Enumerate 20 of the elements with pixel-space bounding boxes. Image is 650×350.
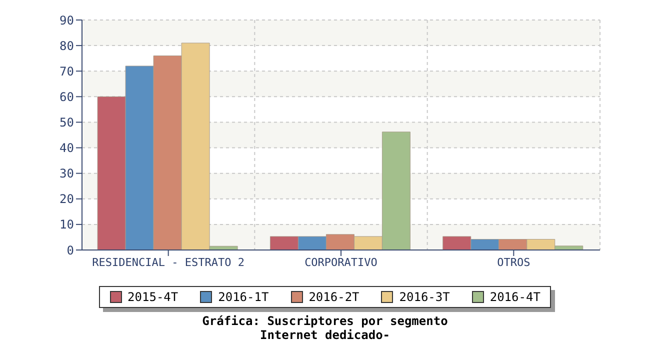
- y-tick-label: 20: [60, 192, 74, 206]
- x-tick-label: CORPORATIVO: [304, 256, 378, 269]
- legend-label: 2016-1T: [218, 290, 269, 304]
- y-tick-label: 30: [60, 166, 74, 181]
- y-tick-label: 50: [60, 115, 74, 130]
- legend-label: 2016-4T: [490, 290, 540, 304]
- y-tick-label: 80: [60, 38, 74, 53]
- y-tick-label: 60: [60, 90, 74, 104]
- text: Internet dedicado-: [258, 328, 392, 342]
- text: Gráfica: Suscriptores por segmento: [201, 314, 449, 328]
- y-tick-label: 10: [60, 218, 74, 232]
- x-tick-label: RESIDENCIAL - ESTRATO 2: [92, 256, 244, 269]
- legend-label: 2016-2T: [308, 290, 360, 304]
- legend-label: 2016-3T: [399, 290, 450, 304]
- y-tick-label: 40: [60, 141, 74, 156]
- y-tick-label: 70: [60, 64, 74, 78]
- legend-label: 2015-4T: [128, 290, 178, 304]
- y-tick-label: 0: [66, 243, 74, 258]
- y-tick-label: 90: [60, 13, 74, 28]
- x-tick-label: OTROS: [497, 256, 530, 269]
